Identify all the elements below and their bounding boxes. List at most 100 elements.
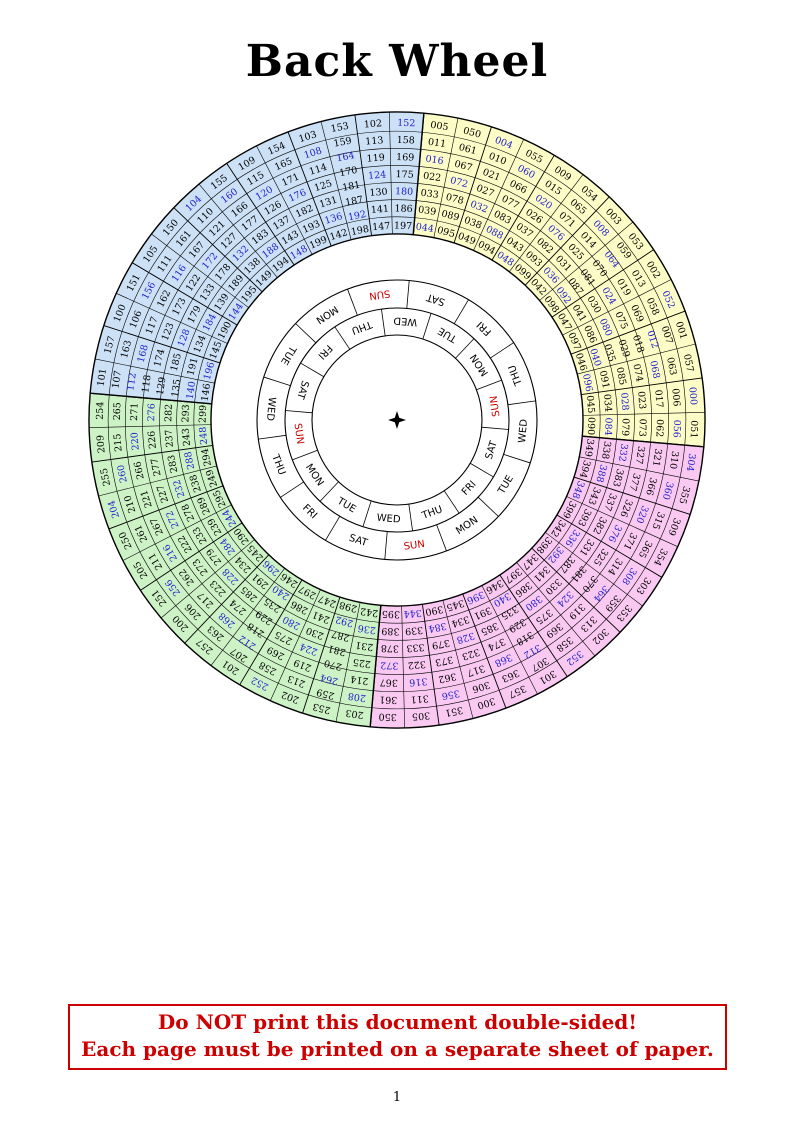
- year-number: 157: [102, 335, 117, 355]
- day-label: SAT: [294, 379, 310, 401]
- year-number: 068: [647, 360, 661, 380]
- year-number: 306: [471, 679, 492, 695]
- year-number: 317: [466, 662, 487, 678]
- year-number: 362: [437, 670, 457, 684]
- year-number: 388: [593, 463, 608, 483]
- year-column: 157 163 168 174 185 191 196: [102, 335, 217, 381]
- year-number: 379: [431, 637, 451, 651]
- year-number: 372: [380, 659, 398, 671]
- year-column: 000 006 017 023 028 034 045: [584, 387, 699, 414]
- year-number: 204: [106, 499, 122, 520]
- year-number: 170: [339, 165, 359, 179]
- year-number: 299: [198, 405, 210, 423]
- year-number: 085: [614, 366, 628, 386]
- year-number: 159: [333, 135, 353, 149]
- year-number: 142: [328, 227, 349, 243]
- year-number: 265: [112, 402, 124, 420]
- year-number: 253: [312, 700, 332, 715]
- year-number: 254: [95, 402, 107, 420]
- day-label: SAT: [425, 291, 447, 307]
- year-number: 078: [444, 192, 464, 207]
- year-column: 304 310 321 327 332 338 349: [582, 438, 697, 472]
- year-number: 090: [585, 417, 597, 435]
- year-number: 198: [350, 224, 370, 238]
- year-number: 046: [573, 352, 589, 373]
- year-number: 164: [336, 150, 356, 164]
- year-number: 018: [630, 334, 646, 355]
- year-number: 271: [129, 403, 141, 421]
- year-number: 395: [382, 608, 400, 620]
- day-label-sunday: SUN: [368, 287, 390, 301]
- year-number: 130: [369, 186, 388, 198]
- year-number: 305: [412, 709, 431, 721]
- year-number: 394: [577, 459, 592, 479]
- day-label: SAT: [484, 439, 500, 461]
- year-number: 129: [155, 376, 168, 396]
- day-label: MON: [303, 462, 325, 488]
- year-number: 113: [365, 135, 384, 147]
- day-label: THU: [350, 318, 374, 336]
- page-title: Back Wheel: [245, 36, 549, 87]
- year-number: 196: [202, 361, 217, 381]
- year-number: 124: [368, 169, 387, 181]
- year-number: 175: [395, 169, 413, 181]
- year-number: 029: [616, 338, 632, 359]
- year-column: 101 107 112 118 129 135 140 146: [96, 368, 213, 403]
- year-number: 322: [407, 658, 426, 670]
- year-number: 057: [681, 353, 695, 373]
- year-number: 044: [415, 221, 435, 234]
- year-number: 017: [652, 389, 664, 408]
- year-number: 056: [671, 419, 683, 437]
- year-number: 016: [425, 154, 445, 167]
- year-number: 373: [434, 653, 454, 667]
- year-number: 215: [112, 433, 124, 452]
- year-number: 292: [334, 613, 354, 628]
- year-number: 169: [396, 152, 414, 164]
- year-number: 311: [410, 692, 429, 704]
- year-number: 135: [170, 378, 183, 398]
- day-label: SAT: [347, 533, 369, 549]
- year-number: 282: [163, 404, 175, 422]
- year-number: 220: [129, 432, 141, 451]
- year-number: 185: [169, 352, 184, 372]
- year-number: 079: [619, 418, 631, 436]
- year-number: 356: [441, 687, 461, 701]
- year-number: 266: [132, 460, 146, 480]
- year-number: 181: [341, 180, 361, 194]
- year-number: 350: [379, 711, 397, 723]
- year-number: 210: [122, 494, 138, 515]
- year-number: 345: [445, 597, 466, 613]
- year-number: 112: [125, 372, 138, 392]
- year-column: 051 056 062 073 079 084 090: [585, 417, 699, 439]
- day-label: FRI: [475, 319, 494, 338]
- year-number: 186: [394, 203, 412, 215]
- year-number: 203: [345, 707, 365, 720]
- day-label: MON: [454, 515, 480, 537]
- year-number: 072: [449, 175, 469, 190]
- year-number: 000: [686, 387, 698, 406]
- year-number: 214: [350, 673, 370, 686]
- year-number: 118: [140, 374, 153, 394]
- year-number: 023: [635, 391, 647, 410]
- day-label: FRI: [460, 479, 479, 498]
- year-number: 174: [152, 348, 167, 368]
- year-number: 377: [627, 472, 642, 492]
- year-number: 039: [417, 205, 437, 218]
- year-number: 095: [436, 225, 456, 240]
- year-column: 350 361 367 372 378 389 395: [379, 608, 401, 722]
- year-number: 114: [308, 162, 329, 178]
- year-number: 288: [183, 451, 197, 471]
- year-number: 287: [331, 628, 351, 643]
- year-column: 152 158 169 175 180 186 197: [394, 118, 416, 232]
- year-number: 045: [584, 395, 596, 414]
- day-label: THU: [420, 504, 444, 522]
- warning-line-1: Do NOT print this document double-sided!: [157, 1010, 638, 1034]
- quadrant-years-100-199: [89, 111, 425, 405]
- year-number: 033: [420, 188, 440, 201]
- year-number: 028: [618, 392, 630, 411]
- year-column: 204 210 221 227 232 238 249: [106, 468, 220, 520]
- year-number: 294: [200, 447, 214, 467]
- year-column: 203 208 214 225 231 236 242: [345, 605, 379, 720]
